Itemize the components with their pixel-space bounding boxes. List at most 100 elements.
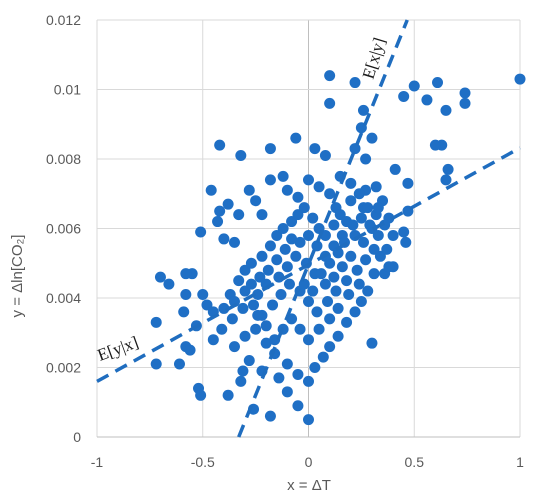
data-point [264, 174, 276, 186]
data-point [228, 295, 240, 307]
data-point [368, 243, 380, 255]
y-tick-label: 0.004 [46, 290, 81, 306]
data-point [150, 316, 162, 328]
y-axis-title: y = Δln[CO₂] [9, 235, 26, 318]
data-point [303, 334, 314, 346]
data-point [250, 195, 262, 207]
data-point [180, 289, 192, 301]
regression-line-x-given-y [237, 19, 409, 438]
data-point [442, 163, 454, 175]
data-point [322, 295, 334, 307]
data-point [292, 191, 304, 203]
regression-lines [96, 19, 521, 438]
data-point [345, 195, 357, 207]
data-point [256, 209, 268, 221]
data-point [254, 271, 266, 283]
data-point [262, 264, 274, 276]
data-point [178, 306, 190, 318]
data-point [248, 299, 260, 311]
data-point [273, 372, 285, 384]
data-point [214, 205, 226, 217]
data-point [372, 202, 384, 214]
data-point [309, 362, 321, 373]
data-point [341, 275, 353, 287]
data-point [292, 368, 304, 380]
data-point [324, 97, 336, 109]
data-point [324, 257, 336, 269]
data-point [281, 358, 293, 370]
data-point [233, 275, 245, 287]
data-point [429, 139, 441, 151]
data-point [239, 285, 251, 297]
data-point [286, 233, 298, 245]
data-point [275, 289, 287, 301]
data-point [281, 261, 293, 273]
data-point [398, 226, 410, 238]
data-point [389, 163, 401, 175]
data-point [271, 229, 283, 241]
data-point [317, 351, 329, 363]
data-point [324, 70, 336, 82]
data-point [383, 261, 395, 273]
data-point [235, 150, 247, 162]
data-point [283, 278, 295, 290]
data-point [243, 184, 255, 196]
y-tick-label: 0.002 [46, 360, 81, 376]
data-point [343, 289, 355, 301]
data-point [360, 254, 372, 266]
data-point [357, 236, 369, 248]
data-point [245, 257, 257, 269]
data-point [239, 330, 251, 342]
data-point [387, 229, 399, 241]
data-point [313, 181, 325, 193]
data-point [298, 278, 310, 290]
y-tick-labels: 0 0.002 0.004 0.006 0.008 0.01 0.012 [46, 12, 81, 445]
data-point [303, 295, 314, 307]
data-point [398, 90, 410, 102]
data-point [201, 299, 213, 311]
data-point [212, 216, 224, 228]
data-point [228, 341, 240, 353]
data-point [366, 337, 378, 349]
data-point [277, 223, 289, 234]
data-point [432, 77, 444, 89]
y-tick-label: 0.006 [46, 221, 81, 237]
data-point [353, 278, 365, 290]
data-point [279, 243, 291, 255]
data-point [408, 80, 420, 92]
data-point [292, 400, 304, 412]
data-point [324, 188, 336, 200]
data-point [260, 320, 272, 332]
data-point [332, 247, 344, 259]
data-point [260, 337, 272, 349]
x-tick-label: 1 [516, 454, 524, 470]
x-tick-label: -0.5 [191, 454, 215, 470]
data-point [290, 250, 302, 262]
y-tick-label: 0 [73, 429, 81, 445]
data-point [332, 330, 344, 342]
data-point [324, 313, 336, 325]
data-point [294, 236, 306, 248]
data-point [341, 316, 353, 328]
y-tick-label: 0.012 [46, 12, 81, 28]
data-point [347, 219, 359, 231]
data-point [330, 285, 342, 297]
data-point [252, 289, 264, 301]
data-point [440, 174, 452, 186]
data-point [281, 184, 293, 196]
data-point [336, 261, 348, 273]
data-point [237, 365, 249, 377]
data-point [421, 94, 433, 106]
data-point [357, 104, 369, 116]
data-point [381, 243, 393, 255]
gridlines [96, 19, 521, 438]
data-point [351, 264, 363, 276]
data-point [309, 143, 321, 155]
data-point [218, 233, 230, 245]
data-point [353, 188, 365, 200]
data-point [195, 389, 207, 401]
data-point [256, 250, 268, 262]
data-point [252, 309, 264, 321]
data-point [267, 299, 279, 311]
